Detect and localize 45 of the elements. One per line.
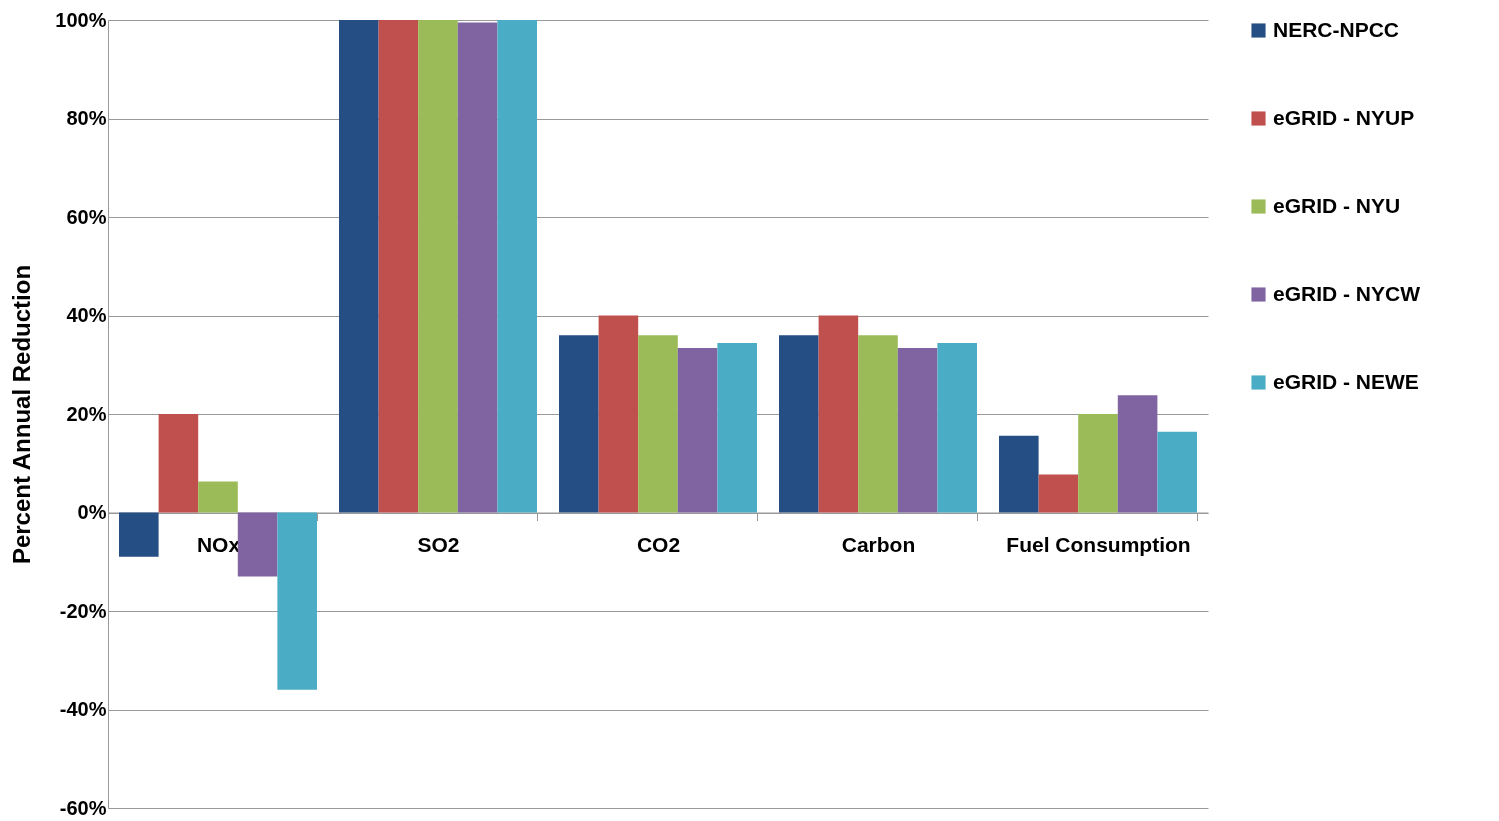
bar xyxy=(198,481,238,513)
bar xyxy=(497,20,537,513)
legend-label: eGRID - NEWE xyxy=(1273,369,1419,393)
legend-label: eGRID - NYU xyxy=(1273,193,1401,217)
bar xyxy=(638,335,678,513)
bar xyxy=(378,20,419,513)
y-tick-label: 20% xyxy=(66,402,107,425)
bar xyxy=(897,348,938,513)
x-tick-label: CO2 xyxy=(636,533,681,556)
bar xyxy=(559,335,599,513)
bar xyxy=(818,315,859,513)
bar xyxy=(457,22,498,513)
bar xyxy=(598,315,639,513)
bar xyxy=(1157,431,1197,513)
bar xyxy=(119,512,159,557)
legend-label: eGRID - NYCW xyxy=(1273,281,1421,305)
y-tick-label: 100% xyxy=(55,8,107,31)
y-axis-title: Percent Annual Reduction xyxy=(8,264,36,565)
bar xyxy=(1038,474,1079,513)
bar xyxy=(858,335,898,513)
bar xyxy=(277,512,317,690)
legend-label: eGRID - NYUP xyxy=(1273,105,1415,129)
x-tick-label: Carbon xyxy=(841,533,916,556)
y-tick-label: 60% xyxy=(66,205,107,228)
bar xyxy=(779,335,819,513)
bar xyxy=(237,512,278,577)
bar xyxy=(717,343,757,513)
y-tick-label: 80% xyxy=(66,107,107,129)
x-tick-label: NOx xyxy=(196,533,241,556)
y-tick-label: -60% xyxy=(59,796,107,819)
x-tick-label: SO2 xyxy=(417,533,460,556)
bar xyxy=(677,348,718,513)
bar xyxy=(1078,414,1118,513)
bar xyxy=(339,20,379,513)
y-tick-label: 40% xyxy=(66,304,107,326)
bar xyxy=(999,435,1039,513)
y-tick-label: 0% xyxy=(77,501,107,523)
bar xyxy=(418,20,458,513)
x-tick-label: Fuel Consumption xyxy=(1006,533,1191,556)
y-tick-label: -40% xyxy=(59,698,107,720)
bar xyxy=(1117,395,1158,513)
bar xyxy=(158,414,199,513)
bar xyxy=(937,343,977,513)
y-tick-label: -20% xyxy=(59,599,107,622)
legend-label: NERC-NPCC xyxy=(1273,17,1399,41)
